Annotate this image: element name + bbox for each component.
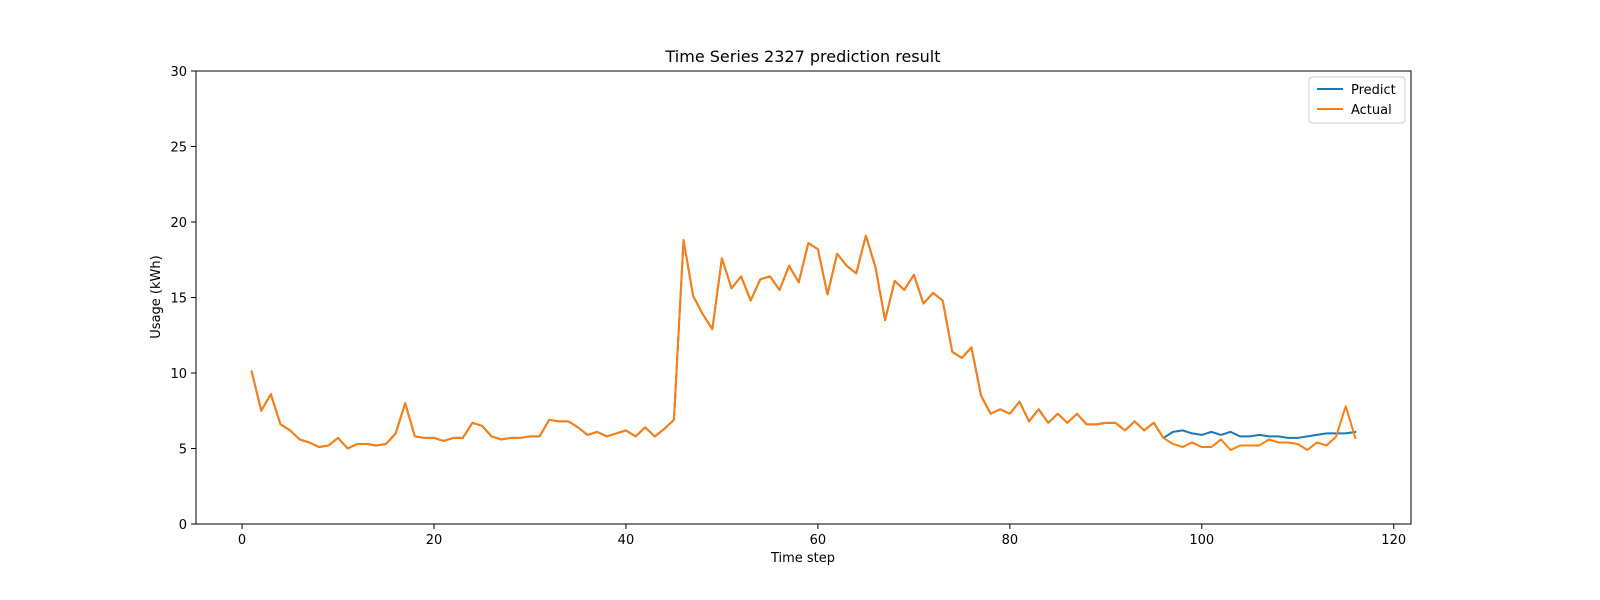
x-axis-title: Time step: [770, 551, 835, 566]
y-axis-title: Usage (kWh): [149, 255, 164, 338]
legend-label-predict: Predict: [1351, 83, 1396, 98]
y-tick-label: 25: [170, 141, 187, 156]
x-tick-label: 40: [618, 533, 635, 548]
y-tick-label: 30: [170, 65, 187, 80]
x-tick-label: 60: [810, 533, 827, 548]
plot-area-frame: [195, 70, 1412, 525]
y-tick-label: 5: [179, 443, 187, 458]
x-tick-label: 100: [1189, 533, 1214, 548]
series-line-actual: [250, 234, 1357, 452]
series-line-predict: [250, 234, 1357, 450]
x-tick-label: 20: [426, 533, 443, 548]
y-tick-label: 15: [170, 292, 187, 307]
y-tick-label: 20: [170, 216, 187, 231]
chart-title: Time Series 2327 prediction result: [665, 47, 941, 66]
y-tick-label: 10: [170, 367, 187, 382]
legend-label-actual: Actual: [1351, 103, 1392, 118]
x-tick-label: 0: [238, 533, 246, 548]
y-axis: 0 5 10 15 20 25 30: [170, 65, 196, 533]
legend: Predict Actual: [1308, 76, 1406, 124]
x-tick-label: 80: [1002, 533, 1019, 548]
y-tick-label: 0: [179, 518, 187, 533]
series-group: [250, 234, 1357, 452]
x-axis: 0 20 40 60 80 100 120: [238, 524, 1406, 548]
x-tick-label: 120: [1381, 533, 1406, 548]
